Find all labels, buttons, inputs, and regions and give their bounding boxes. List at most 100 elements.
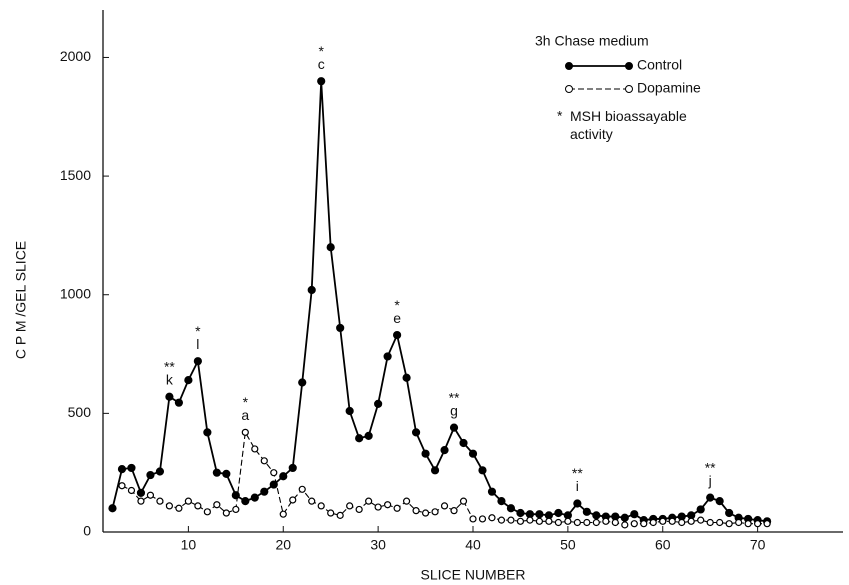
data-point xyxy=(374,399,383,408)
data-point xyxy=(250,493,259,502)
data-point xyxy=(146,491,155,499)
data-point xyxy=(754,520,762,528)
data-point xyxy=(640,520,648,528)
data-point xyxy=(545,517,553,525)
annotation-marker: * xyxy=(394,297,400,313)
data-point xyxy=(402,373,411,382)
data-point xyxy=(118,482,126,490)
data-point xyxy=(554,518,562,527)
data-point xyxy=(526,516,534,524)
annotation-marker: * xyxy=(243,394,249,410)
data-point xyxy=(307,285,316,295)
annotation-marker: ** xyxy=(449,389,460,405)
legend-title: 3h Chase medium xyxy=(535,33,649,49)
data-point xyxy=(468,449,478,458)
annotation-label: l xyxy=(196,336,199,352)
data-point xyxy=(611,518,619,527)
data-point xyxy=(108,504,117,513)
y-tick-label: 1000 xyxy=(60,285,91,301)
data-point xyxy=(506,504,516,513)
data-point xyxy=(260,457,268,465)
data-point xyxy=(412,507,420,515)
data-point xyxy=(355,434,364,443)
data-point xyxy=(573,518,581,527)
data-point xyxy=(715,497,724,506)
data-point xyxy=(136,488,146,497)
data-point xyxy=(346,502,354,510)
y-tick-label: 0 xyxy=(83,523,91,539)
x-tick-label: 10 xyxy=(181,537,197,553)
data-point xyxy=(583,518,591,527)
data-point xyxy=(716,518,724,527)
data-point xyxy=(487,487,497,496)
data-point xyxy=(155,467,165,476)
annotation-label: k xyxy=(166,371,174,387)
data-point xyxy=(203,508,211,516)
data-point xyxy=(696,505,705,514)
data-point xyxy=(146,470,155,480)
data-point xyxy=(459,438,468,448)
data-point xyxy=(298,485,306,493)
data-point xyxy=(497,516,506,524)
annotation-label: c xyxy=(318,56,325,72)
note-marker: * xyxy=(557,108,563,124)
data-point xyxy=(393,504,401,512)
annotation-label: j xyxy=(708,472,712,488)
data-point xyxy=(222,469,231,478)
legend-marker xyxy=(565,85,573,93)
y-axis-label: C P M /GEL SLICE xyxy=(13,241,29,359)
data-point xyxy=(165,392,174,401)
data-point xyxy=(763,520,771,528)
data-point xyxy=(241,428,249,436)
annotation-marker: ** xyxy=(164,358,175,374)
data-point xyxy=(402,497,411,505)
data-point xyxy=(592,518,600,527)
x-axis-label: SLICE NUMBER xyxy=(420,567,525,583)
data-point xyxy=(317,77,326,86)
data-point xyxy=(174,398,183,407)
data-point xyxy=(507,516,515,524)
data-point xyxy=(326,243,335,252)
x-tick-label: 60 xyxy=(655,537,671,553)
data-point xyxy=(488,514,496,522)
data-point xyxy=(697,516,705,524)
data-point xyxy=(535,517,544,525)
data-point xyxy=(194,502,202,510)
x-tick-label: 70 xyxy=(750,537,766,553)
data-point xyxy=(231,491,240,500)
data-point xyxy=(582,507,591,516)
data-point xyxy=(459,497,468,505)
data-point xyxy=(620,513,629,522)
legend-marker xyxy=(565,62,573,70)
data-point xyxy=(630,510,639,519)
data-point xyxy=(241,497,250,506)
data-point xyxy=(649,518,657,527)
data-point xyxy=(516,508,525,518)
data-point xyxy=(393,330,402,340)
data-point xyxy=(327,509,335,517)
data-point xyxy=(384,501,392,509)
data-point xyxy=(308,497,316,505)
x-tick-label: 30 xyxy=(370,537,386,553)
data-point xyxy=(222,509,230,517)
data-point xyxy=(592,511,601,520)
data-point xyxy=(364,431,373,441)
data-point xyxy=(516,517,525,525)
data-point xyxy=(678,518,686,527)
note: MSH bioassayable activity xyxy=(570,108,687,142)
annotation-label: e xyxy=(393,310,401,326)
data-point xyxy=(184,376,193,385)
data-point xyxy=(165,502,174,510)
data-point xyxy=(127,486,136,495)
data-point xyxy=(478,466,487,475)
annotation-marker: * xyxy=(318,43,324,59)
data-point xyxy=(355,505,363,514)
data-point xyxy=(374,503,382,511)
data-point xyxy=(630,520,638,528)
data-point xyxy=(602,517,610,525)
data-point xyxy=(203,428,212,437)
data-point xyxy=(127,463,136,473)
data-point xyxy=(117,465,127,474)
data-point xyxy=(706,518,714,527)
data-point xyxy=(156,497,164,505)
